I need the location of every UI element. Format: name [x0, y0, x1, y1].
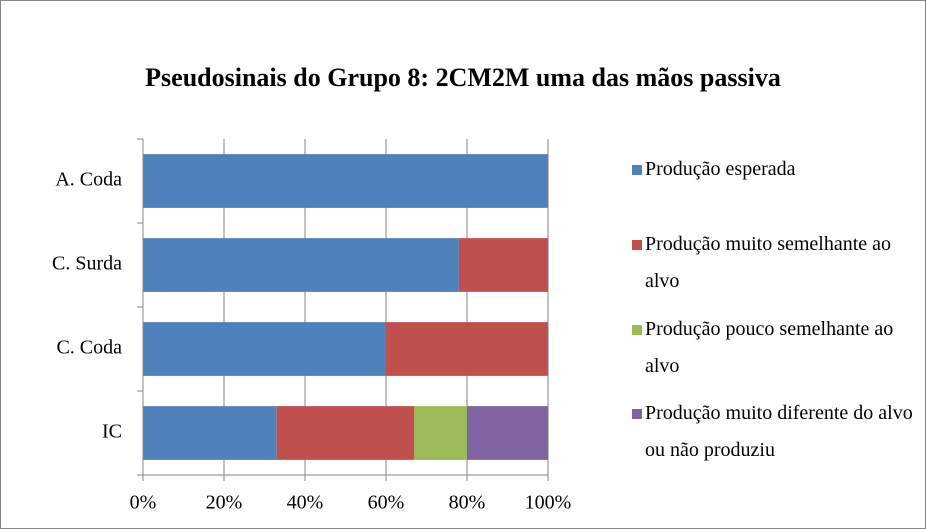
legend-label: Produção muito diferente do alvo ou não … — [645, 402, 913, 461]
legend-label: Produção muito semelhante ao alvo — [645, 233, 892, 292]
legend-swatch — [632, 325, 642, 335]
x-tick-label: 100% — [525, 492, 572, 514]
bar-segment — [143, 406, 277, 460]
bar-segment — [276, 406, 415, 460]
chart-title: Pseudosinais do Grupo 8: 2CM2M uma das m… — [145, 63, 781, 92]
bar-segment — [414, 406, 467, 460]
y-tick-label: C. Surda — [52, 253, 122, 275]
x-tick-label: 40% — [287, 492, 324, 514]
bar-segment — [143, 322, 386, 376]
legend-swatch — [632, 409, 642, 419]
x-tick-label: 20% — [206, 492, 243, 514]
x-tick-label: 80% — [449, 492, 486, 514]
bar-segment — [458, 238, 548, 292]
bar-segment — [467, 406, 548, 460]
x-tick-label: 60% — [368, 492, 405, 514]
legend-label: Produção pouco semelhante ao alvo — [645, 318, 894, 377]
legend-swatch — [632, 240, 642, 250]
y-tick-label: C. Coda — [56, 337, 122, 359]
bar-segment — [386, 322, 548, 376]
legend-label: Produção esperada — [645, 158, 796, 180]
bar-segment — [143, 154, 548, 208]
bar-segment — [143, 238, 459, 292]
x-tick-label: 0% — [130, 492, 157, 514]
y-tick-label: IC — [102, 421, 122, 443]
y-tick-label: A. Coda — [55, 169, 122, 191]
legend-swatch — [632, 165, 642, 175]
